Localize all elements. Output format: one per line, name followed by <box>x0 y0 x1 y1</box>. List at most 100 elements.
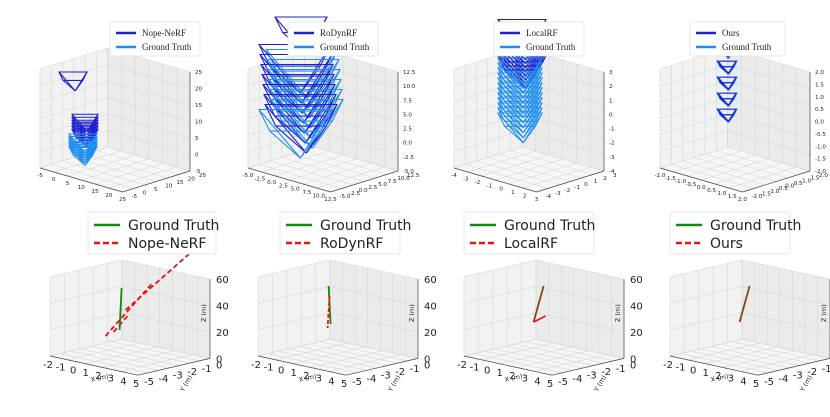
grid-line <box>91 346 180 366</box>
back-pane <box>536 260 624 359</box>
grid-line <box>67 342 140 361</box>
z-tick-label: 12.5 <box>403 70 416 76</box>
camera-edge <box>268 79 311 129</box>
grid-line <box>329 338 419 359</box>
gt-camera-edge <box>728 66 735 75</box>
z-tick-label: 60 <box>216 275 229 286</box>
legend-box <box>87 211 217 255</box>
legend: Ours Ground Truth <box>689 21 786 57</box>
gt-camera-edge <box>68 143 86 164</box>
grid-line <box>467 150 536 173</box>
x-tick-label: -5 <box>37 173 43 179</box>
grid-line <box>102 350 175 368</box>
floor-pane <box>50 339 210 376</box>
x-tick-label: -2 <box>663 360 673 371</box>
pred-line <box>532 285 545 323</box>
legend: Ground Truth Nope-NeRF <box>87 211 219 255</box>
grid-line <box>85 346 158 364</box>
x-tick-label: 25 <box>119 197 127 203</box>
gt-camera-edge <box>504 125 524 144</box>
grid-line <box>714 162 783 185</box>
floor-pane <box>258 339 418 376</box>
y-tick-label: 20 <box>188 177 196 183</box>
z-axis-label: Z (m) <box>614 304 622 322</box>
x-tick-label: 4 <box>328 376 334 387</box>
x-tick-label: 1 <box>291 368 297 379</box>
pred-camera-edge <box>74 80 84 92</box>
gt-camera-edge <box>728 114 735 123</box>
grid-line <box>481 342 554 361</box>
gt-camera-edge <box>522 70 536 89</box>
grid-line <box>463 286 537 304</box>
left-pane <box>670 260 742 356</box>
grid-line <box>463 338 537 357</box>
camera-edge <box>261 74 304 124</box>
y-tick-label: 0.0 <box>785 184 794 190</box>
grid-line <box>516 350 589 368</box>
pred-camera <box>717 60 737 74</box>
z-tick-label: -5 <box>195 169 201 175</box>
grid-line <box>741 259 830 280</box>
y-tick-label: -5 <box>132 194 138 200</box>
z-tick-label: 20 <box>630 328 643 339</box>
pred-camera-edge <box>720 114 729 122</box>
gt-camera-edge <box>522 90 536 109</box>
x-tick-label: 0 <box>484 365 490 376</box>
y-axis-line <box>330 170 399 193</box>
z-tick-label: 0.0 <box>403 141 412 147</box>
y-tick-label: -4 <box>546 194 552 200</box>
z-tick-label: 20 <box>195 87 203 93</box>
camera-edge <box>305 125 327 154</box>
z-tick-label: -2.5 <box>403 155 414 161</box>
grid-line <box>690 350 779 371</box>
x-tick-label: -1 <box>487 183 493 189</box>
legend-gt-label: Ground Truth <box>710 218 801 234</box>
grid-line <box>261 150 330 173</box>
camera-edge <box>273 105 305 134</box>
y-tick-label: 2 <box>603 176 607 182</box>
legend: LocalRF Ground Truth <box>493 21 585 57</box>
pred-camera <box>717 92 737 106</box>
gt-camera-edge <box>68 141 86 161</box>
x-tick-label: 3 <box>535 197 539 203</box>
y-tick-label: -3 <box>381 370 391 381</box>
x-tick-label: -2.5 <box>254 176 265 182</box>
left-pane <box>464 260 536 356</box>
camera <box>261 73 335 124</box>
gt-camera-edge <box>522 115 536 134</box>
legend-pred-label: LocalRF <box>526 28 558 38</box>
grid-line <box>121 286 211 306</box>
y-axis-line <box>742 170 811 193</box>
x-axis-label: X (m) <box>298 372 317 384</box>
y-tick-label: 0 <box>216 360 222 371</box>
camera-edge <box>269 130 301 159</box>
z-tick-label: -1.0 <box>815 144 826 150</box>
grid-line <box>484 350 573 371</box>
z-tick-label: 2.5 <box>403 127 412 133</box>
z-tick-label: 2.0 <box>815 70 824 76</box>
y-tick-label: -2 <box>187 367 197 378</box>
grid-line <box>289 158 357 181</box>
grid-line <box>534 354 607 372</box>
gt-camera-edge <box>522 105 536 124</box>
x-tick-label: 1 <box>497 368 503 379</box>
y-axis-line <box>551 358 625 376</box>
z-tick-label: 40 <box>630 302 643 313</box>
top-panel-2: -5.0-2.50.02.55.07.510.012.5 -5.0-2.50.0 2… <box>243 16 420 203</box>
camera <box>258 108 332 159</box>
grid-line <box>474 353 563 374</box>
x-tick-label: -0.5 <box>685 182 696 188</box>
z-tick-label: -2.0 <box>815 169 826 175</box>
camera-edge <box>262 84 305 134</box>
x-tick-label: -1 <box>56 363 66 374</box>
grid-line <box>309 343 398 364</box>
x-tick-label: 0 <box>278 365 284 376</box>
y-tick-label: -1 <box>616 364 626 375</box>
legend-gt-label: Ground Truth <box>320 42 370 52</box>
z-tick-label: 2 <box>609 84 613 90</box>
legend-gt-label: Ground Truth <box>504 218 595 234</box>
z-tick-label: 60 <box>630 275 643 286</box>
x-tick-label: -2 <box>251 360 261 371</box>
z-tick-label: 0 <box>609 112 613 118</box>
